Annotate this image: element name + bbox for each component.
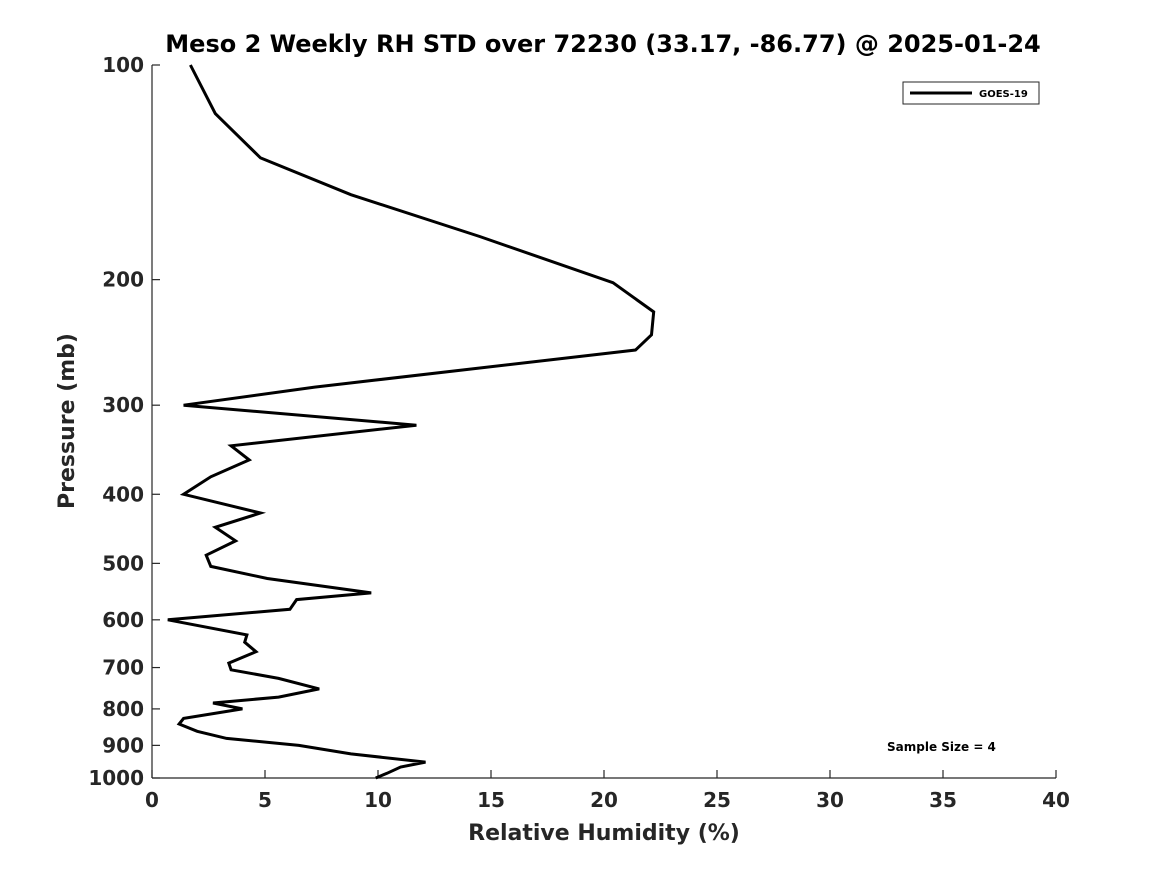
x-tick-label: 15 (477, 788, 505, 812)
y-tick-label: 600 (102, 608, 144, 632)
y-tick-label: 700 (102, 656, 144, 680)
x-tick-label: 35 (929, 788, 957, 812)
legend-label-goes-19: GOES-19 (979, 89, 1028, 100)
sample-size-annotation: Sample Size = 4 (887, 740, 996, 754)
series-line-goes-19 (167, 64, 656, 780)
x-tick-label: 0 (145, 788, 159, 812)
y-tick-label: 900 (102, 733, 144, 757)
y-tick-label: 1000 (88, 766, 144, 790)
x-tick-label: 30 (816, 788, 844, 812)
x-axis-label: Relative Humidity (%) (468, 821, 740, 846)
x-tick-label: 10 (364, 788, 392, 812)
y-tick-label: 300 (102, 393, 144, 417)
x-tick-label: 5 (258, 788, 272, 812)
chart-title: Meso 2 Weekly RH STD over 72230 (33.17, … (165, 30, 1040, 58)
y-axis-label: Pressure (mb) (55, 333, 80, 509)
series-layer (167, 64, 656, 780)
y-tick-label: 100 (102, 53, 144, 77)
y-tick-label: 400 (102, 482, 144, 506)
y-tick-label: 800 (102, 697, 144, 721)
x-tick-label: 40 (1042, 788, 1070, 812)
x-ticks: 0 5 10 15 20 25 30 35 40 (145, 770, 1070, 812)
y-tick-label: 200 (102, 268, 144, 292)
x-tick-label: 25 (703, 788, 731, 812)
y-tick-label: 500 (102, 551, 144, 575)
legend: GOES-19 (902, 81, 1040, 105)
y-ticks: 100 200 300 400 500 600 700 800 900 1000 (88, 53, 160, 790)
x-tick-label: 20 (590, 788, 618, 812)
plot-axes (151, 65, 1056, 779)
